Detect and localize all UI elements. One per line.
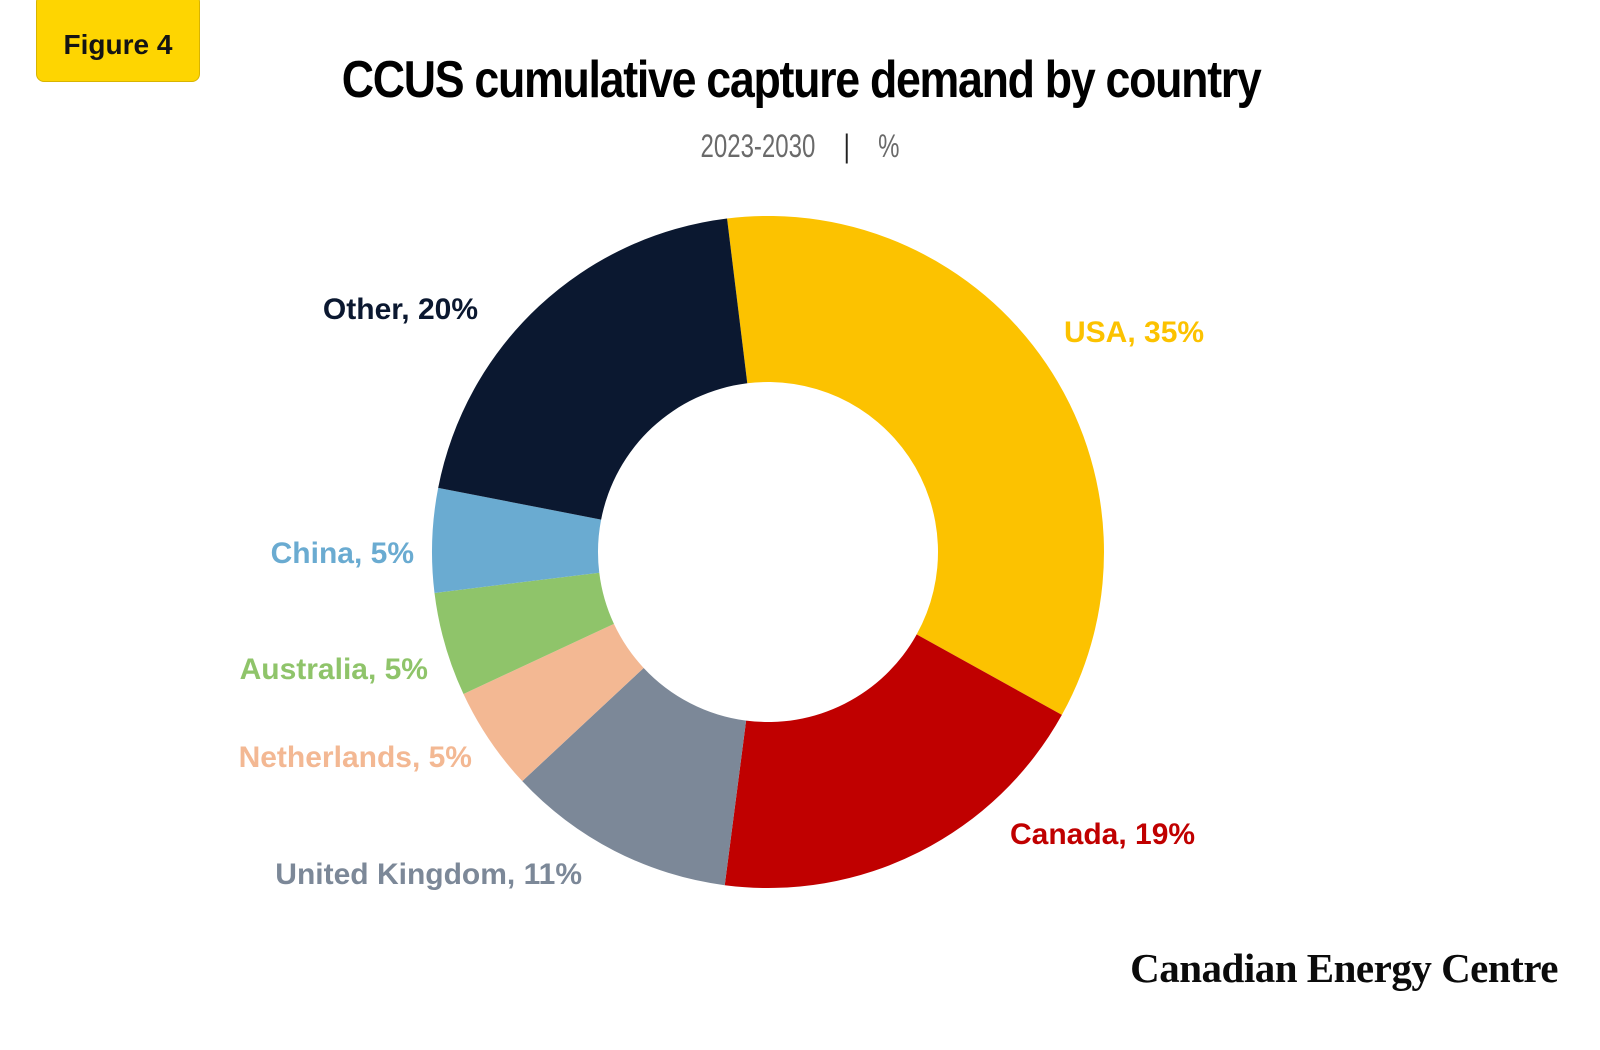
slice-label-canada: Canada, 19% (1010, 818, 1195, 851)
chart-title: CCUS cumulative capture demand by countr… (341, 51, 1262, 109)
slice-label-usa: USA, 35% (1064, 316, 1204, 349)
chart-subtitle: 2023-2030 | % (200, 128, 1400, 165)
donut-slice-australia (434, 572, 614, 694)
slice-label-netherlands: Netherlands, 5% (239, 741, 472, 774)
slice-label-other: Other, 20% (323, 293, 478, 326)
donut-slice-usa (727, 215, 1104, 715)
slice-label-china: China, 5% (271, 537, 414, 570)
figure-badge: Figure 4 (36, 0, 200, 82)
subtitle-unit: % (878, 128, 900, 164)
slice-label-australia: Australia, 5% (240, 653, 428, 686)
donut-slice-china (432, 487, 602, 593)
figure-label: Figure 4 (63, 29, 173, 60)
slice-label-united-kingdom: United Kingdom, 11% (275, 858, 582, 891)
donut-slice-united-kingdom (522, 667, 747, 886)
subtitle-separator: | (843, 128, 850, 164)
donut-slice-other (438, 218, 748, 520)
donut-slice-canada (724, 634, 1062, 889)
donut-slice-netherlands (463, 623, 644, 782)
brand-logo: Canadian Energy Centre (1130, 945, 1558, 991)
subtitle-period: 2023-2030 (700, 128, 816, 164)
